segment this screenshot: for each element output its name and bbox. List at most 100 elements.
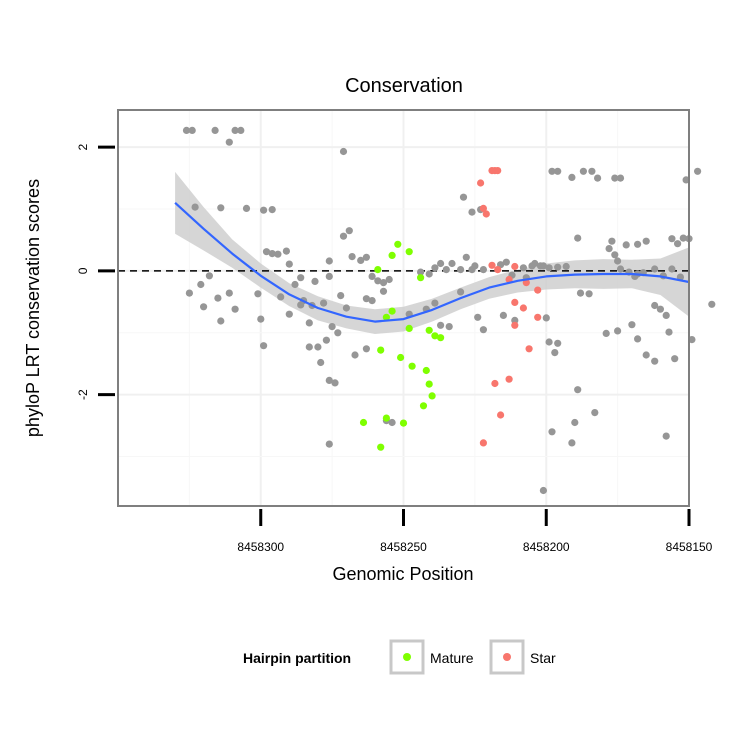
data-point-other xyxy=(668,265,676,273)
data-point-other xyxy=(708,300,716,308)
data-point-other xyxy=(554,339,562,347)
data-point-other xyxy=(468,208,476,216)
data-point-other xyxy=(217,317,225,325)
data-point-other xyxy=(231,126,239,134)
data-point-star xyxy=(482,210,490,218)
x-axis: 8458300 8458250 8458200 8458150 xyxy=(237,509,713,554)
data-point-other xyxy=(574,234,582,242)
data-point-other xyxy=(231,305,239,313)
data-point-other xyxy=(320,299,328,307)
data-point-mature xyxy=(431,332,439,340)
confidence-band-layer xyxy=(175,171,690,334)
data-point-mature xyxy=(388,251,396,259)
data-point-other xyxy=(431,264,439,272)
data-point-other xyxy=(628,321,636,329)
data-point-other xyxy=(471,262,479,270)
data-point-star xyxy=(479,439,487,447)
data-point-star xyxy=(505,375,513,383)
y-tick-label: 0 xyxy=(76,267,90,274)
data-point-other xyxy=(656,305,665,313)
data-point-other xyxy=(499,311,507,319)
data-point-star xyxy=(494,266,502,274)
data-point-other xyxy=(311,277,319,285)
data-point-other xyxy=(679,234,687,242)
data-point-other xyxy=(545,338,553,346)
data-point-other xyxy=(651,357,659,365)
data-point-star xyxy=(534,313,542,321)
data-point-mature xyxy=(394,240,402,248)
data-point-other xyxy=(457,266,465,274)
legend-key-mature xyxy=(389,639,425,675)
data-point-mature xyxy=(359,418,368,427)
data-point-other xyxy=(448,259,456,268)
data-point-other xyxy=(385,275,393,284)
data-point-mature xyxy=(377,443,385,451)
data-point-other xyxy=(328,323,336,331)
data-point-other xyxy=(608,237,616,245)
data-point-other xyxy=(688,336,696,344)
x-tick-label: 8458300 xyxy=(237,540,284,554)
data-point-other xyxy=(574,386,582,394)
data-point-other xyxy=(305,343,313,351)
data-point-other xyxy=(445,323,453,331)
data-point-other xyxy=(437,321,445,329)
data-point-star xyxy=(534,286,542,294)
smooth-line xyxy=(174,201,690,323)
legend-label-star: Star xyxy=(530,650,556,666)
data-point-mature xyxy=(425,326,433,334)
data-point-other xyxy=(214,294,222,302)
data-point-other xyxy=(694,167,702,175)
data-point-other xyxy=(274,250,282,258)
data-point-other xyxy=(562,262,570,271)
x-tick-label: 8458250 xyxy=(380,540,427,554)
y-tick-label: -2 xyxy=(76,389,90,400)
data-point-other xyxy=(342,304,350,312)
data-point-other xyxy=(200,303,208,311)
data-point-other xyxy=(205,272,213,280)
data-point-mature xyxy=(397,353,405,362)
confidence-band xyxy=(175,171,690,334)
data-point-other xyxy=(442,266,450,274)
data-point-other xyxy=(642,351,650,359)
data-point-other xyxy=(662,432,670,440)
data-point-other xyxy=(268,206,276,214)
data-point-mature xyxy=(419,402,428,410)
data-point-other xyxy=(297,301,305,309)
data-point-other xyxy=(374,277,382,285)
data-point-other xyxy=(351,351,359,359)
data-point-other xyxy=(614,327,622,335)
legend-entry-mature: Mature xyxy=(389,639,474,675)
data-point-other xyxy=(437,259,445,268)
data-point-other xyxy=(554,263,562,271)
data-point-other xyxy=(305,319,313,327)
data-point-star xyxy=(511,262,519,271)
data-point-star xyxy=(511,298,519,306)
data-point-mature xyxy=(399,419,408,427)
x-axis-title: Genomic Position xyxy=(332,564,473,584)
data-point-other xyxy=(462,253,470,261)
data-point-other xyxy=(622,241,630,249)
data-point-other xyxy=(185,289,193,297)
data-point-other xyxy=(325,272,333,280)
data-point-other xyxy=(325,376,333,384)
data-point-star xyxy=(525,345,533,353)
data-point-other xyxy=(668,235,676,243)
data-point-other xyxy=(297,274,305,282)
data-point-other xyxy=(425,270,433,278)
data-point-other xyxy=(616,174,625,182)
data-point-other xyxy=(634,240,642,248)
data-point-other xyxy=(605,245,613,253)
data-point-other xyxy=(548,428,556,436)
data-point-star xyxy=(477,179,485,187)
data-point-other xyxy=(379,279,388,287)
data-point-other xyxy=(225,138,233,146)
plot-border xyxy=(117,109,690,507)
data-point-mature xyxy=(437,334,445,342)
data-point-other xyxy=(616,265,625,273)
data-point-other xyxy=(225,289,233,297)
data-point-other xyxy=(431,299,439,307)
data-point-other xyxy=(291,280,299,289)
data-point-mature xyxy=(388,307,396,315)
data-point-other xyxy=(260,342,268,350)
data-point-other xyxy=(519,264,528,272)
